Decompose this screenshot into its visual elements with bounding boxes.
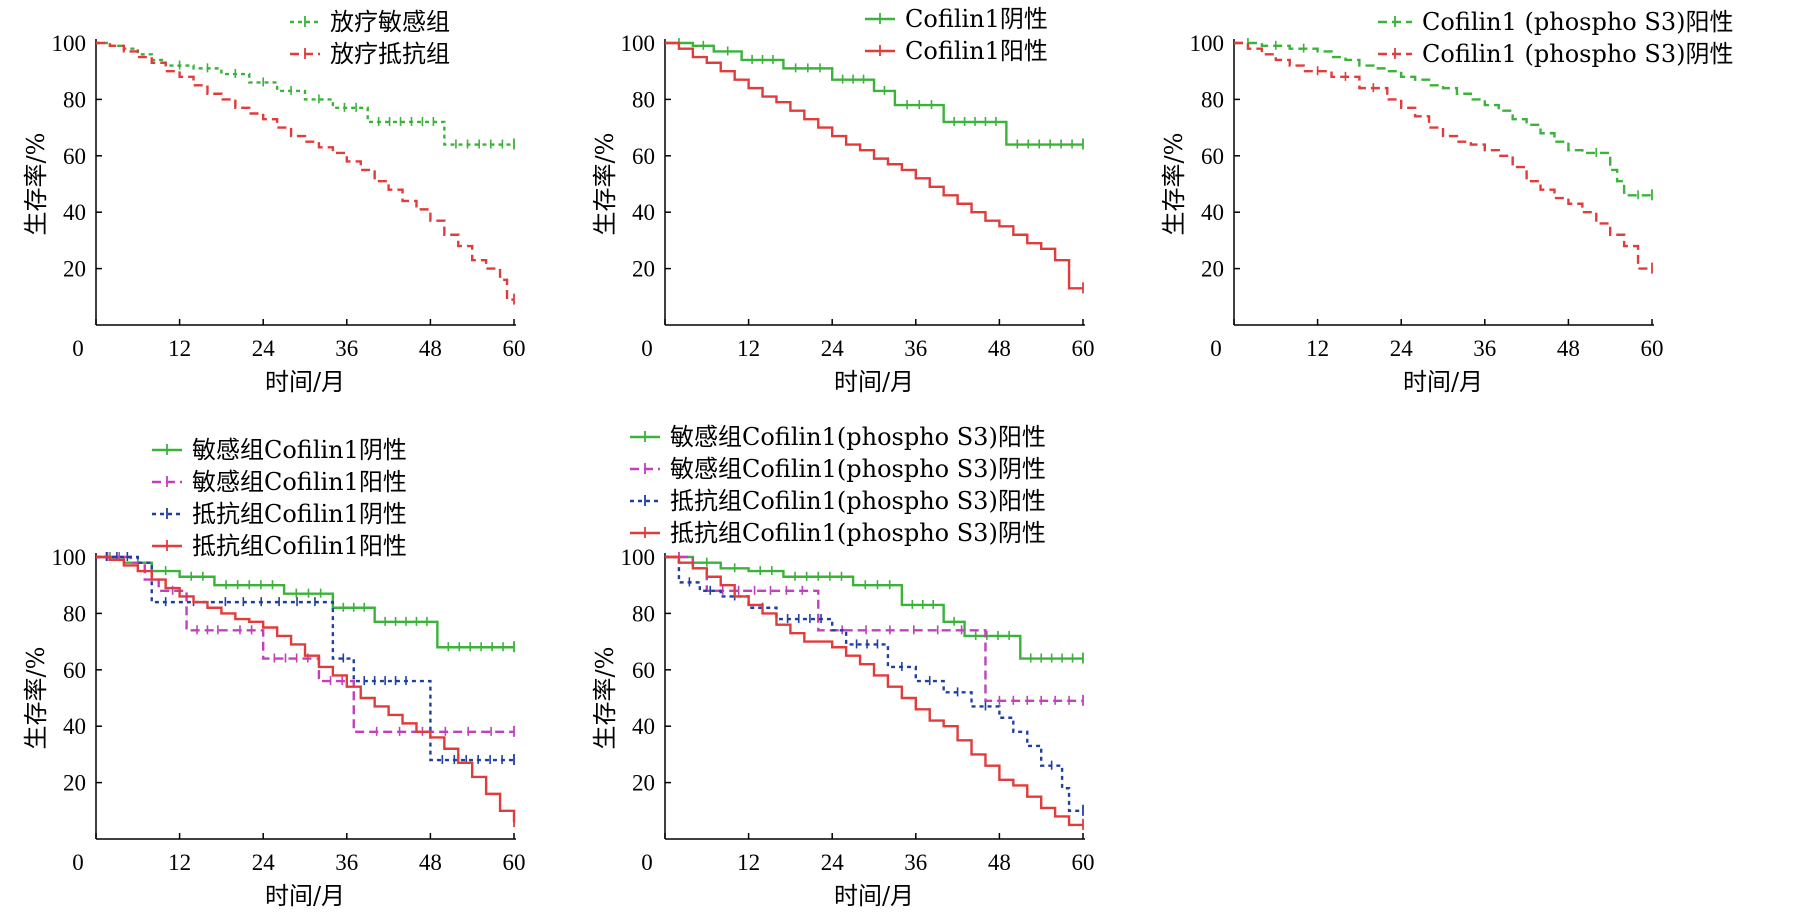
y-tick-label: 20 xyxy=(63,257,86,282)
km-curve-1 xyxy=(1234,41,1652,197)
y-tick-label: 80 xyxy=(632,87,655,112)
y-tick-label: 40 xyxy=(1201,200,1224,225)
x-tick-label: 24 xyxy=(252,336,276,361)
legend-label: 抵抗组Cofilin1(phospho S3)阴性 xyxy=(670,519,1046,547)
x-tick-label: 60 xyxy=(503,336,526,361)
x-axis-title: 时间/月 xyxy=(265,368,345,396)
km-curve-3 xyxy=(96,555,514,762)
y-tick-label: 100 xyxy=(52,31,87,56)
x-tick-label: 0 xyxy=(641,850,653,875)
y-tick-label: 100 xyxy=(621,545,656,570)
x-axis-title: 时间/月 xyxy=(834,882,914,910)
km-curve-1 xyxy=(96,41,514,146)
x-tick-label: 24 xyxy=(252,850,276,875)
y-axis-title: 生存率/% xyxy=(1160,133,1188,236)
legend-label: 抵抗组Cofilin1(phospho S3)阳性 xyxy=(670,487,1046,515)
x-tick-label: 48 xyxy=(419,336,442,361)
x-axis-title: 时间/月 xyxy=(834,368,914,396)
y-axis-title: 生存率/% xyxy=(22,133,50,236)
km-curve-1 xyxy=(665,555,1083,660)
y-tick-label: 100 xyxy=(621,31,656,56)
x-tick-label: 36 xyxy=(1473,336,1496,361)
y-tick-label: 60 xyxy=(63,144,86,169)
x-tick-label: 0 xyxy=(72,336,84,361)
km-curve-4 xyxy=(665,555,1083,827)
y-axis-title: 生存率/% xyxy=(22,647,50,750)
x-tick-label: 48 xyxy=(1557,336,1580,361)
x-tick-label: 24 xyxy=(821,850,845,875)
km-curve-2 xyxy=(665,41,1083,290)
x-tick-label: 12 xyxy=(168,336,191,361)
x-tick-label: 36 xyxy=(904,336,927,361)
y-tick-label: 100 xyxy=(1190,31,1225,56)
y-tick-label: 80 xyxy=(1201,87,1224,112)
y-tick-label: 40 xyxy=(632,714,655,739)
x-tick-label: 12 xyxy=(1306,336,1329,361)
y-tick-label: 60 xyxy=(632,144,655,169)
x-tick-label: 0 xyxy=(1210,336,1222,361)
x-axis-title: 时间/月 xyxy=(1403,368,1483,396)
legend-label: Cofilin1 (phospho S3)阴性 xyxy=(1422,40,1733,68)
x-tick-label: 36 xyxy=(335,850,358,875)
legend-label: 敏感组Cofilin1阳性 xyxy=(192,468,407,496)
y-tick-label: 20 xyxy=(1201,257,1224,282)
y-tick-label: 40 xyxy=(63,200,86,225)
y-tick-label: 60 xyxy=(63,658,86,683)
x-tick-label: 48 xyxy=(988,336,1011,361)
km-curve-1 xyxy=(665,41,1083,146)
legend-label: Cofilin1 (phospho S3)阳性 xyxy=(1422,8,1733,36)
legend-label: 抵抗组Cofilin1阳性 xyxy=(192,532,407,560)
legend-label: 抵抗组Cofilin1阴性 xyxy=(192,500,407,528)
y-tick-label: 100 xyxy=(52,545,87,570)
chart-panel-1: 20 40 60 80 100 0 12 24 36 48 60 时间/月 生存率/% 放疗敏感组放疗抵抗… xyxy=(22,8,526,396)
x-tick-label: 0 xyxy=(72,850,84,875)
y-tick-label: 60 xyxy=(632,658,655,683)
chart-panel-2: 20 40 60 80 100 0 12 24 36 48 60 时间/月 生存率/% Cofilin1阴… xyxy=(591,5,1095,396)
x-tick-label: 36 xyxy=(335,336,358,361)
legend-label: 敏感组Cofilin1(phospho S3)阴性 xyxy=(670,455,1046,483)
x-tick-label: 12 xyxy=(737,336,760,361)
km-curve-3 xyxy=(665,555,1083,812)
legend-label: Cofilin1阳性 xyxy=(905,37,1048,65)
y-axis-title: 生存率/% xyxy=(591,133,619,236)
x-tick-label: 60 xyxy=(1072,850,1095,875)
chart-panel-5: 20 40 60 80 100 0 12 24 36 48 60 时间/月 生存率/% 敏感组Cofili… xyxy=(591,423,1095,910)
km-curve-2 xyxy=(665,555,1083,703)
legend-label: 敏感组Cofilin1阴性 xyxy=(192,436,407,464)
km-curve-2 xyxy=(96,41,514,301)
y-tick-label: 80 xyxy=(632,601,655,626)
x-tick-label: 60 xyxy=(503,850,526,875)
legend-label: Cofilin1阴性 xyxy=(905,5,1048,33)
y-axis-title: 生存率/% xyxy=(591,647,619,750)
x-tick-label: 48 xyxy=(419,850,442,875)
x-tick-label: 36 xyxy=(904,850,927,875)
y-tick-label: 20 xyxy=(632,257,655,282)
chart-panel-3: 20 40 60 80 100 0 12 24 36 48 60 时间/月 生存率/% Cofilin1 … xyxy=(1160,8,1733,396)
x-tick-label: 24 xyxy=(1390,336,1414,361)
km-curve-4 xyxy=(96,555,516,823)
legend-label: 放疗抵抗组 xyxy=(330,40,450,68)
y-tick-label: 20 xyxy=(632,771,655,796)
chart-panel-4: 20 40 60 80 100 0 12 24 36 48 60 时间/月 生存率/% 敏感组Cofili… xyxy=(22,436,526,910)
y-tick-label: 40 xyxy=(632,200,655,225)
legend-label: 敏感组Cofilin1(phospho S3)阳性 xyxy=(670,423,1046,451)
x-tick-label: 12 xyxy=(737,850,760,875)
x-tick-label: 12 xyxy=(168,850,191,875)
x-axis-title: 时间/月 xyxy=(265,882,345,910)
x-tick-label: 48 xyxy=(988,850,1011,875)
x-tick-label: 0 xyxy=(641,336,653,361)
x-tick-label: 60 xyxy=(1641,336,1664,361)
y-tick-label: 40 xyxy=(63,714,86,739)
legend-label: 放疗敏感组 xyxy=(330,8,450,36)
km-curve-2 xyxy=(1234,41,1652,270)
x-tick-label: 60 xyxy=(1072,336,1095,361)
y-tick-label: 20 xyxy=(63,771,86,796)
y-tick-label: 80 xyxy=(63,87,86,112)
y-tick-label: 80 xyxy=(63,601,86,626)
y-tick-label: 60 xyxy=(1201,144,1224,169)
x-tick-label: 24 xyxy=(821,336,845,361)
